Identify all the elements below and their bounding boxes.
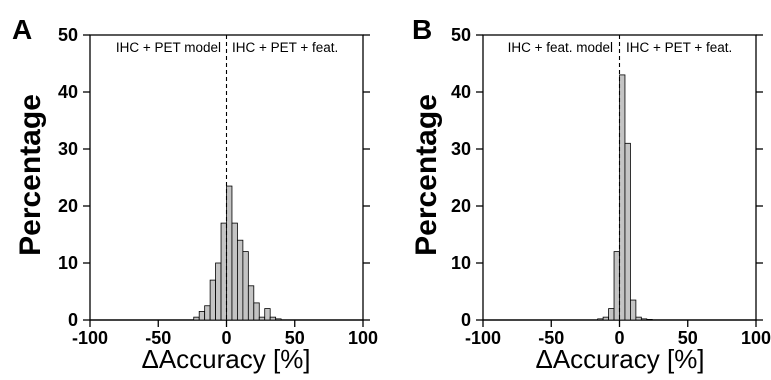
x-tick-label: 0 bbox=[221, 328, 231, 348]
x-axis-label: ΔAccuracy [%] bbox=[535, 344, 704, 374]
y-axis-label: Percentage bbox=[14, 94, 47, 256]
histogram-bar bbox=[198, 311, 206, 321]
histogram-bar bbox=[258, 316, 266, 321]
x-axis-label: ΔAccuracy [%] bbox=[141, 344, 310, 374]
histogram-bar bbox=[231, 222, 238, 321]
x-tick-label: 100 bbox=[741, 328, 771, 348]
panel-letter: A bbox=[12, 14, 32, 45]
histogram-bar bbox=[193, 316, 200, 321]
y-tick-label: 40 bbox=[451, 82, 471, 102]
histogram-bar bbox=[226, 185, 233, 321]
annotation-left: IHC + PET model bbox=[116, 40, 221, 55]
x-tick-label: -50 bbox=[538, 328, 564, 348]
x-tick-label: 100 bbox=[348, 328, 378, 348]
histogram-bar bbox=[264, 308, 271, 321]
histogram-bar bbox=[613, 251, 620, 321]
y-tick-label: 40 bbox=[58, 82, 78, 102]
y-tick-label: 30 bbox=[58, 139, 78, 159]
histogram-bar bbox=[269, 316, 277, 321]
histogram-bar bbox=[209, 279, 216, 321]
histogram-bar bbox=[237, 239, 244, 321]
x-tick-label: -100 bbox=[72, 328, 108, 348]
annotation-right: IHC + PET + feat. bbox=[232, 40, 338, 55]
histogram-bar bbox=[247, 285, 255, 321]
histogram-bar bbox=[630, 299, 637, 321]
y-axis-label: Percentage bbox=[410, 94, 443, 256]
histogram-bar bbox=[608, 308, 615, 321]
histogram-bar bbox=[275, 318, 282, 321]
x-tick-label: -50 bbox=[145, 328, 171, 348]
y-tick-label: 20 bbox=[58, 196, 78, 216]
histogram-panel-b: B Percentage ΔAccuracy [%] IHC + feat. m… bbox=[410, 14, 771, 374]
y-tick-label: 30 bbox=[451, 139, 471, 159]
histogram-bar bbox=[253, 302, 260, 321]
y-tick-label: 10 bbox=[451, 253, 471, 273]
y-tick-label: 20 bbox=[451, 196, 471, 216]
x-tick-label: 0 bbox=[614, 328, 624, 348]
histogram-bar bbox=[204, 305, 211, 321]
x-tick-label: 50 bbox=[678, 328, 698, 348]
histogram-bar bbox=[597, 318, 604, 321]
histogram-bar bbox=[242, 251, 249, 321]
histogram-bar bbox=[640, 318, 648, 321]
y-tick-label: 50 bbox=[58, 25, 78, 45]
y-tick-label: 0 bbox=[68, 310, 78, 330]
y-tick-label: 0 bbox=[461, 310, 471, 330]
annotation-right: IHC + PET + feat. bbox=[626, 40, 732, 55]
y-tick-label: 10 bbox=[58, 253, 78, 273]
x-tick-label: -100 bbox=[465, 328, 501, 348]
histogram-bar bbox=[215, 262, 222, 321]
y-tick-label: 50 bbox=[451, 25, 471, 45]
histogram-bar bbox=[602, 316, 609, 321]
histogram-bar bbox=[635, 316, 642, 321]
histogram-bar bbox=[220, 222, 227, 321]
annotation-left: IHC + feat. model bbox=[508, 40, 613, 55]
histogram-bar bbox=[646, 319, 653, 321]
panel-letter: B bbox=[412, 14, 432, 45]
histogram-bar bbox=[624, 142, 631, 321]
histogram-panel-a: A Percentage ΔAccuracy [%] IHC + PET mod… bbox=[12, 14, 378, 374]
x-tick-label: 50 bbox=[285, 328, 305, 348]
histogram-bar bbox=[619, 74, 626, 321]
